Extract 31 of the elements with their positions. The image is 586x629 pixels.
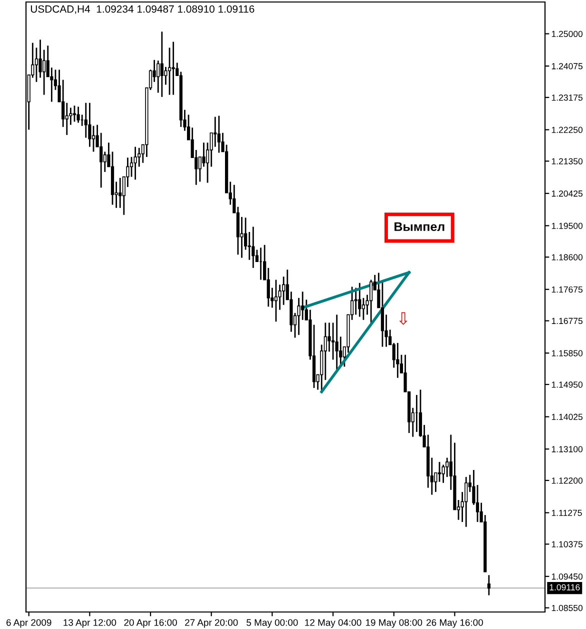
y-tick-label: 1.13100 <box>552 446 583 452</box>
x-tick-label: 20 Apr 16:00 <box>124 619 177 628</box>
annotation: Вымпел <box>394 222 444 232</box>
y-tick-label: 1.15850 <box>552 350 583 356</box>
y-tick-label: 1.12200 <box>552 478 583 484</box>
y-tick-label: 1.08550 <box>552 604 583 612</box>
chart-title: USDCAD,H4 1.09234 1.09487 1.08910 1.09116 <box>30 5 254 14</box>
y-tick-label: 1.22250 <box>552 126 583 133</box>
ref-line-label: 1.09116 <box>550 584 580 590</box>
y-tick-label: 1.21350 <box>552 158 583 164</box>
x-tick-label: 5 May 00:00 <box>246 619 298 628</box>
y-tick-label: 1.24075 <box>552 63 583 70</box>
y-tick-label: 1.14950 <box>552 382 583 388</box>
y-tick-label: 1.10375 <box>552 541 583 548</box>
x-tick-label: 26 May 16:00 <box>426 619 483 628</box>
x-tick-label: 27 Apr 20:00 <box>185 619 238 628</box>
y-tick-label: 1.09450 <box>552 573 583 580</box>
annotation: ⇩ <box>399 312 408 325</box>
y-tick-label: 1.19500 <box>552 222 583 229</box>
x-tick-label: 13 Apr 12:00 <box>64 619 116 628</box>
y-tick-label: 1.23175 <box>552 94 583 101</box>
y-tick-label: 1.17675 <box>552 286 583 293</box>
y-tick-label: 1.11275 <box>552 510 582 516</box>
y-tick-label: 1.14025 <box>552 414 583 420</box>
x-tick-label: 19 May 08:00 <box>366 619 422 628</box>
y-tick-label: 1.25000 <box>552 30 583 38</box>
y-tick-label: 1.16775 <box>552 318 583 324</box>
y-tick-label: 1.18600 <box>552 254 583 260</box>
x-tick-label: 12 May 04:00 <box>305 619 362 628</box>
y-tick-label: 1.20425 <box>552 190 583 197</box>
x-tick-label: 6 Apr 2009 <box>6 619 52 628</box>
